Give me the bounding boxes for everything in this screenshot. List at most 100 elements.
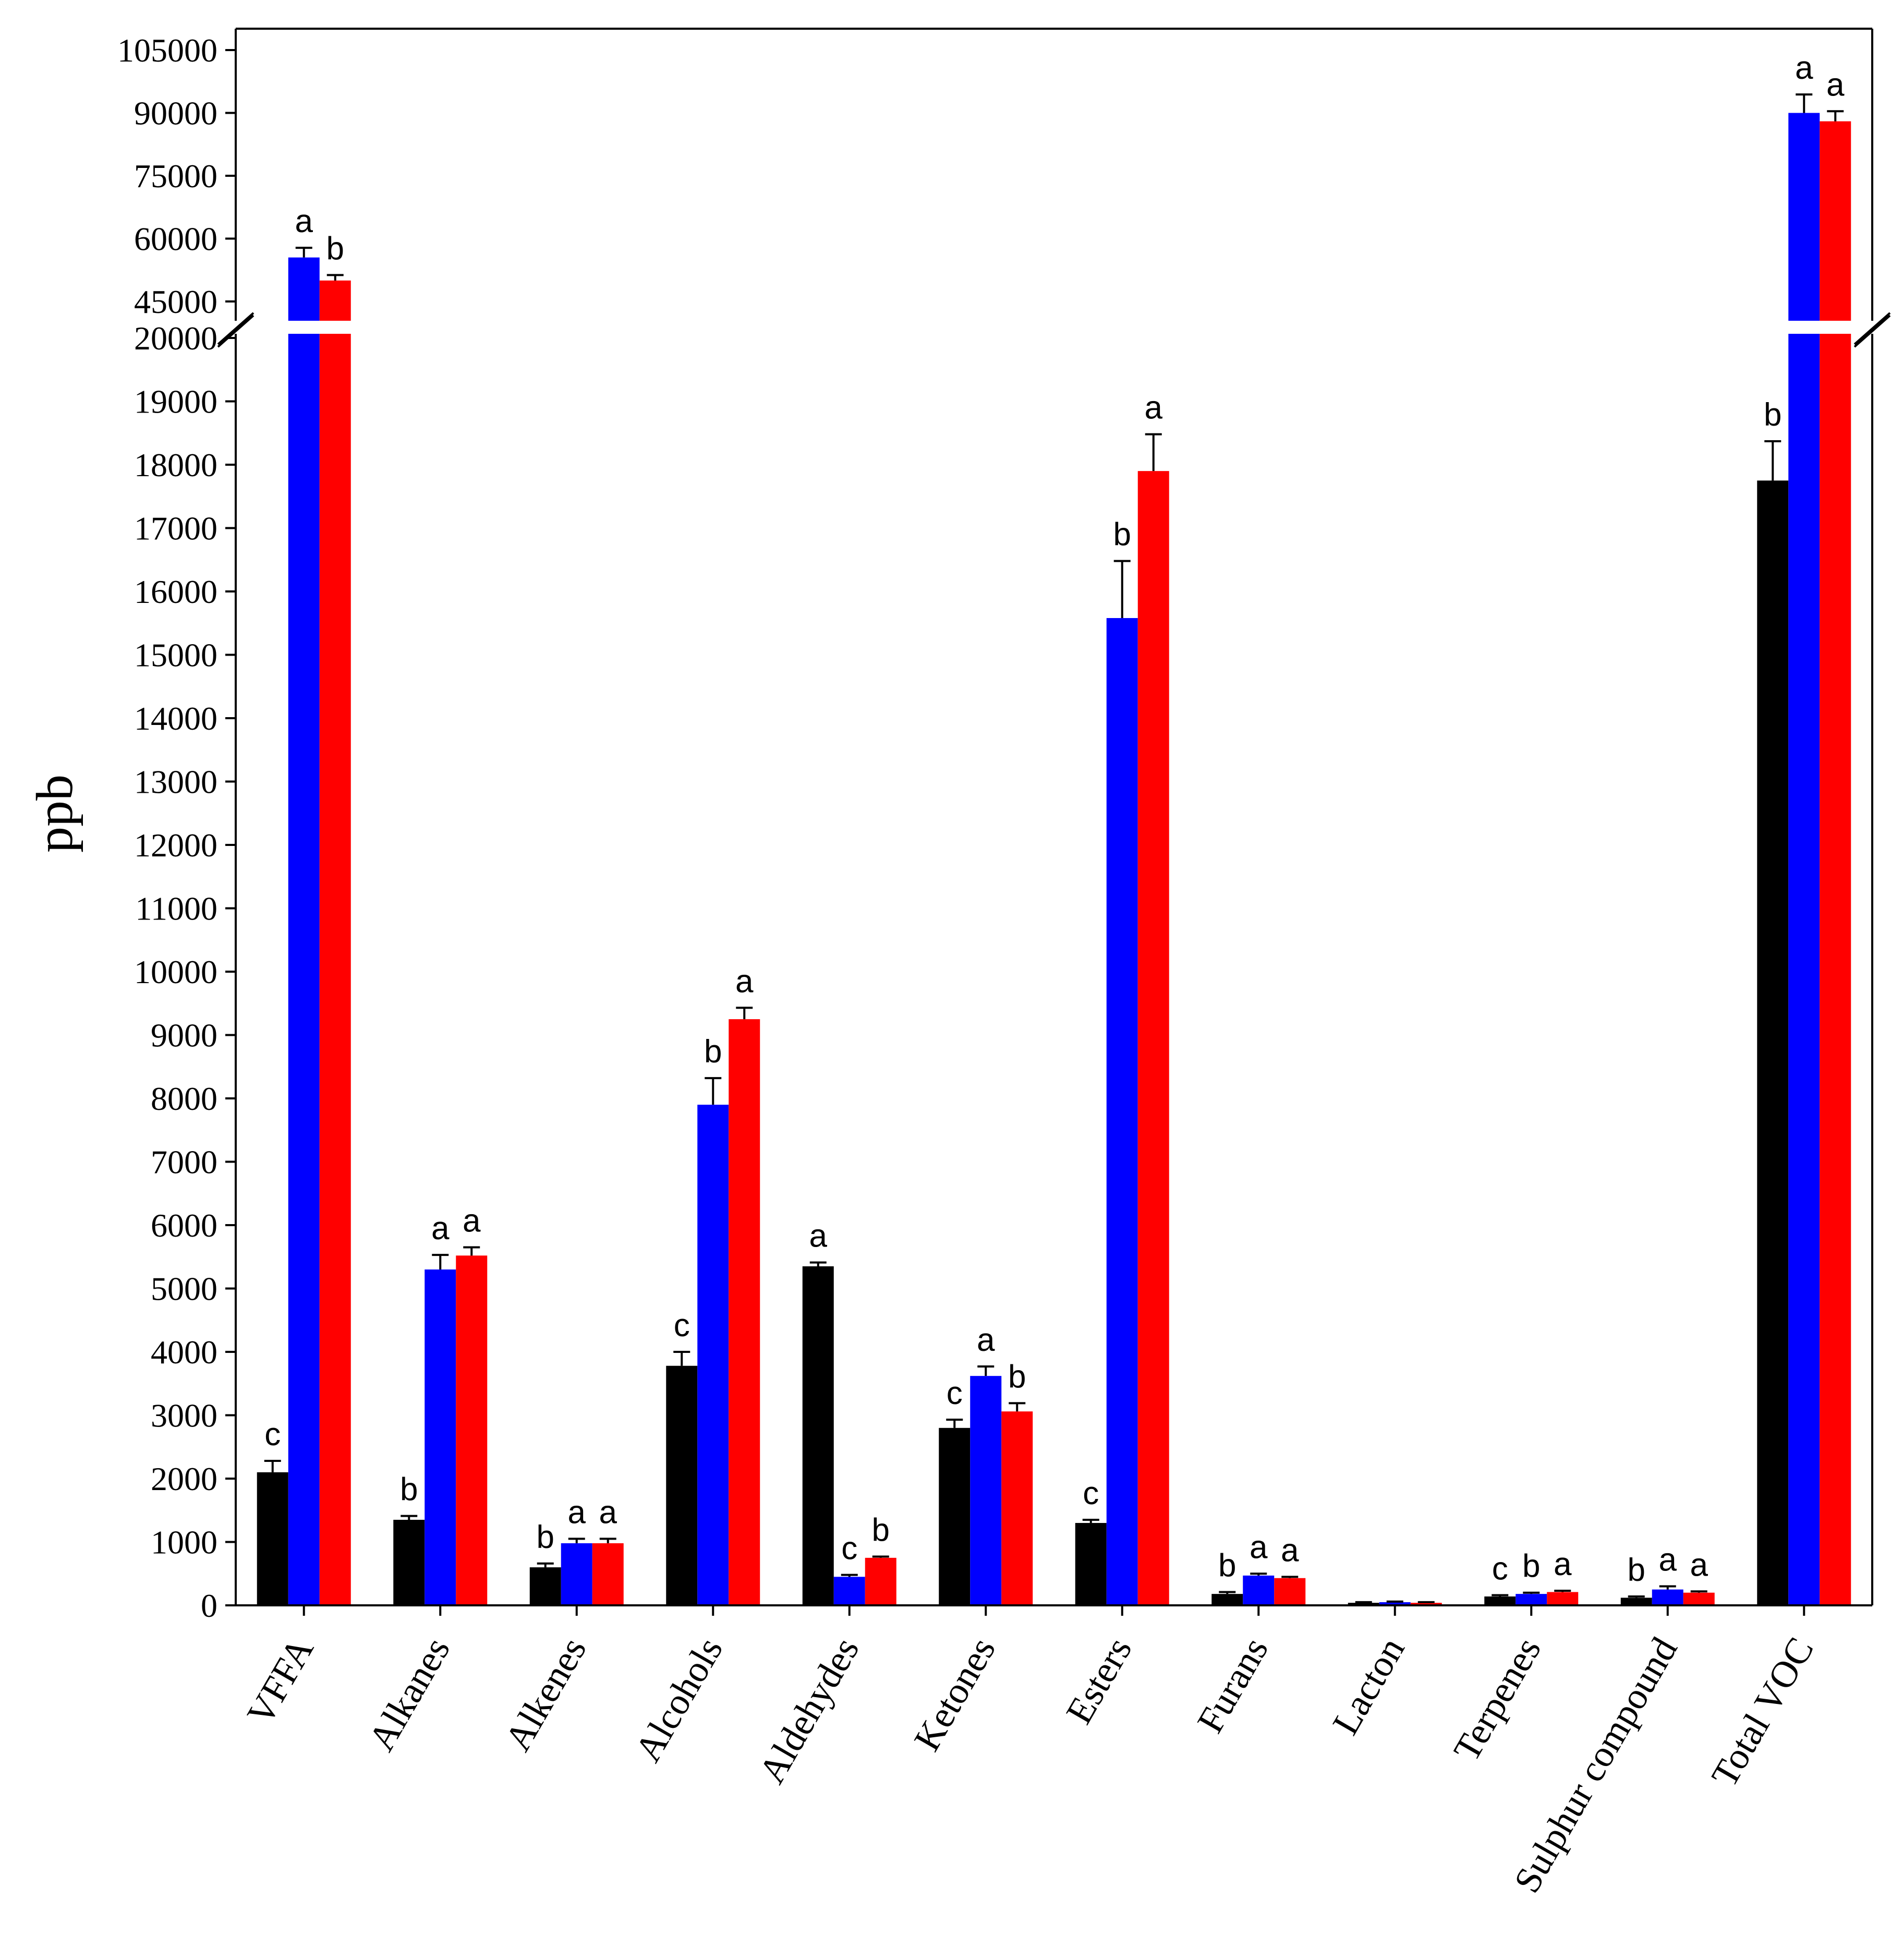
x-tick-label: Aldehydes bbox=[750, 1630, 867, 1790]
significance-label: a bbox=[1826, 67, 1845, 103]
bar-blue bbox=[970, 1376, 1002, 1605]
significance-label: b bbox=[1522, 1548, 1540, 1584]
error-bar bbox=[1417, 1601, 1435, 1603]
error-bar bbox=[1219, 1591, 1236, 1594]
bar-red bbox=[1683, 1592, 1715, 1605]
y-tick-label: 14000 bbox=[134, 700, 217, 737]
significance-label: a bbox=[463, 1203, 481, 1239]
y-tick-label: 19000 bbox=[134, 383, 217, 420]
error-bar bbox=[1764, 440, 1781, 481]
significance-label: b bbox=[1218, 1547, 1236, 1583]
y-tick-label: 20000 bbox=[134, 320, 217, 357]
error-bar bbox=[736, 1007, 753, 1020]
bar-red bbox=[1274, 1578, 1306, 1605]
bar-red bbox=[456, 1255, 488, 1605]
significance-label: a bbox=[1795, 50, 1813, 86]
y-tick-label: 4000 bbox=[151, 1334, 217, 1371]
significance-label: c bbox=[841, 1531, 857, 1567]
error-bar bbox=[1523, 1591, 1540, 1594]
y-axis: 0 1000 2000 3000 4000 5000 6000 7000 8000 9000 100… bbox=[117, 32, 236, 1624]
bar-blue bbox=[1243, 1575, 1275, 1605]
error-bar bbox=[1796, 93, 1813, 113]
error-bar bbox=[705, 1077, 722, 1105]
bar-black bbox=[1211, 1594, 1243, 1605]
error-bar bbox=[809, 1261, 827, 1266]
bar-red bbox=[1410, 1603, 1442, 1605]
significance-label: a bbox=[1554, 1546, 1572, 1582]
bar-red bbox=[592, 1543, 624, 1605]
bar-black bbox=[802, 1266, 834, 1605]
significance-label: a bbox=[599, 1494, 617, 1530]
error-bar bbox=[1690, 1590, 1707, 1593]
break-mark-left bbox=[217, 312, 254, 348]
y-tick-label: 16000 bbox=[134, 573, 217, 610]
significance-label: b bbox=[872, 1512, 890, 1548]
bar-black bbox=[939, 1427, 971, 1605]
bar-red bbox=[865, 1557, 896, 1605]
x-tick-label: Alkenes bbox=[496, 1630, 594, 1758]
y-tick-label: 0 bbox=[201, 1587, 217, 1624]
error-bar bbox=[568, 1538, 585, 1543]
error-bar bbox=[264, 1459, 281, 1472]
significance-label: a bbox=[809, 1218, 828, 1254]
y-tick-label: 75000 bbox=[134, 158, 217, 195]
bar-black bbox=[666, 1365, 698, 1605]
bar-black bbox=[257, 1472, 288, 1605]
significance-label: c bbox=[1083, 1475, 1099, 1511]
significance-label: a bbox=[1281, 1532, 1299, 1568]
bar-black bbox=[1757, 480, 1789, 1605]
significance-label: a bbox=[295, 203, 313, 239]
error-bar bbox=[1145, 433, 1162, 471]
significance-label: b bbox=[537, 1519, 554, 1555]
x-tick-label: Furans bbox=[1189, 1630, 1276, 1740]
y-tick-label: 8000 bbox=[151, 1080, 217, 1117]
bar-red bbox=[729, 1019, 760, 1605]
bar-black bbox=[1484, 1596, 1516, 1605]
error-bar bbox=[946, 1419, 963, 1428]
bar-blue bbox=[697, 1105, 729, 1605]
y-tick-label: 90000 bbox=[134, 95, 217, 132]
error-bar bbox=[1281, 1576, 1299, 1578]
significance-label: b bbox=[1008, 1359, 1026, 1395]
y-tick-label: 17000 bbox=[134, 510, 217, 547]
x-tick-label: Terpenes bbox=[1445, 1630, 1549, 1768]
bar-blue bbox=[425, 1269, 456, 1605]
y-tick-label: 18000 bbox=[134, 446, 217, 483]
error-bar bbox=[1250, 1572, 1267, 1576]
y-tick-label: 2000 bbox=[151, 1460, 217, 1497]
error-bar bbox=[1355, 1601, 1372, 1603]
significance-label: b bbox=[1628, 1552, 1645, 1588]
error-bar bbox=[1659, 1585, 1676, 1590]
bar-red bbox=[1001, 1411, 1033, 1605]
significance-label: a bbox=[568, 1494, 586, 1530]
bar-blue bbox=[561, 1543, 592, 1605]
significance-label: b bbox=[400, 1472, 418, 1508]
y-tick-label: 15000 bbox=[134, 637, 217, 674]
significance-label: b bbox=[326, 231, 344, 267]
error-bar bbox=[599, 1538, 616, 1543]
error-bar bbox=[1009, 1402, 1026, 1412]
significance-label: a bbox=[1250, 1529, 1268, 1565]
y-tick-label: 5000 bbox=[151, 1271, 217, 1308]
y-tick-label: 3000 bbox=[151, 1397, 217, 1434]
y-tick-label: 105000 bbox=[117, 32, 217, 69]
significance-label: a bbox=[1145, 390, 1163, 426]
y-tick-label: 9000 bbox=[151, 1017, 217, 1054]
y-tick-label: 10000 bbox=[134, 953, 217, 990]
y-tick-label: 12000 bbox=[134, 827, 217, 864]
error-bar bbox=[401, 1515, 418, 1520]
y-tick-label: 6000 bbox=[151, 1207, 217, 1244]
x-tick-label: Esters bbox=[1058, 1630, 1140, 1731]
error-bar bbox=[326, 274, 344, 281]
error-bar bbox=[673, 1351, 690, 1366]
significance-label: b bbox=[1764, 397, 1781, 433]
significance-label: a bbox=[977, 1322, 995, 1358]
bar-blue bbox=[1379, 1602, 1411, 1605]
y-tick-label: 60000 bbox=[134, 221, 217, 258]
bar-red bbox=[319, 280, 351, 1606]
x-tick-label: Lacton bbox=[1324, 1630, 1412, 1741]
bar-black bbox=[393, 1519, 425, 1605]
significance-label: a bbox=[1690, 1547, 1708, 1583]
